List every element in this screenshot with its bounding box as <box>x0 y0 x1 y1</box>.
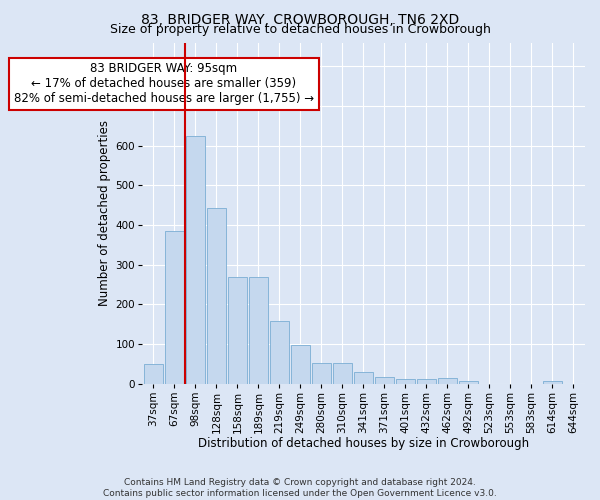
Text: 83 BRIDGER WAY: 95sqm
← 17% of detached houses are smaller (359)
82% of semi-det: 83 BRIDGER WAY: 95sqm ← 17% of detached … <box>14 62 314 106</box>
Bar <box>375 376 394 384</box>
Bar <box>165 231 184 384</box>
Bar <box>291 345 310 384</box>
Bar <box>312 363 331 384</box>
Bar <box>249 278 268 384</box>
Bar <box>438 378 457 384</box>
X-axis label: Distribution of detached houses by size in Crowborough: Distribution of detached houses by size … <box>198 437 529 450</box>
Text: 83, BRIDGER WAY, CROWBOROUGH, TN6 2XD: 83, BRIDGER WAY, CROWBOROUGH, TN6 2XD <box>141 12 459 26</box>
Bar <box>186 136 205 384</box>
Text: Contains HM Land Registry data © Crown copyright and database right 2024.
Contai: Contains HM Land Registry data © Crown c… <box>103 478 497 498</box>
Bar <box>207 208 226 384</box>
Bar <box>228 278 247 384</box>
Bar <box>333 363 352 384</box>
Y-axis label: Number of detached properties: Number of detached properties <box>98 120 111 306</box>
Bar <box>396 380 415 384</box>
Bar <box>354 372 373 384</box>
Bar <box>543 380 562 384</box>
Bar <box>417 380 436 384</box>
Bar <box>270 322 289 384</box>
Text: Size of property relative to detached houses in Crowborough: Size of property relative to detached ho… <box>110 22 490 36</box>
Bar <box>144 364 163 384</box>
Bar <box>459 380 478 384</box>
